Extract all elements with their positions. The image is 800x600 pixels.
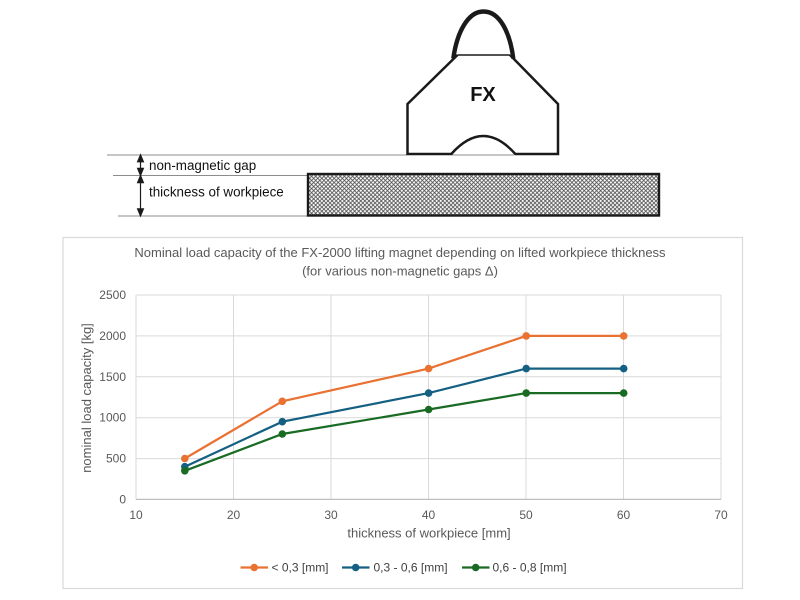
svg-text:40: 40 [422,508,436,522]
svg-text:60: 60 [617,508,631,522]
svg-text:50: 50 [519,508,533,522]
svg-text:30: 30 [324,508,338,522]
svg-text:Nominal load capacity of the F: Nominal load capacity of the FX-2000 lif… [134,245,666,260]
svg-text:FX: FX [470,84,496,106]
svg-text:1000: 1000 [99,411,126,425]
svg-text:500: 500 [106,452,126,466]
svg-text:0,3 - 0,6 [mm]: 0,3 - 0,6 [mm] [374,561,448,575]
svg-text:20: 20 [227,508,241,522]
svg-text:70: 70 [714,508,728,522]
svg-text:non-magnetic gap: non-magnetic gap [149,158,256,173]
svg-text:10: 10 [129,508,143,522]
svg-text:0: 0 [119,492,126,506]
svg-text:nominal load capacity [kg]: nominal load capacity [kg] [79,323,94,473]
svg-text:(for various non-magnetic gaps: (for various non-magnetic gaps Δ) [302,264,498,279]
svg-text:2000: 2000 [99,329,126,343]
svg-text:thickness of workpiece [mm]: thickness of workpiece [mm] [347,526,510,541]
svg-text:< 0,3 [mm]: < 0,3 [mm] [272,561,329,575]
svg-text:1500: 1500 [99,370,126,384]
svg-text:thickness of workpiece: thickness of workpiece [149,185,284,200]
svg-text:0,6 - 0,8 [mm]: 0,6 - 0,8 [mm] [493,561,567,575]
svg-text:2500: 2500 [99,288,126,302]
